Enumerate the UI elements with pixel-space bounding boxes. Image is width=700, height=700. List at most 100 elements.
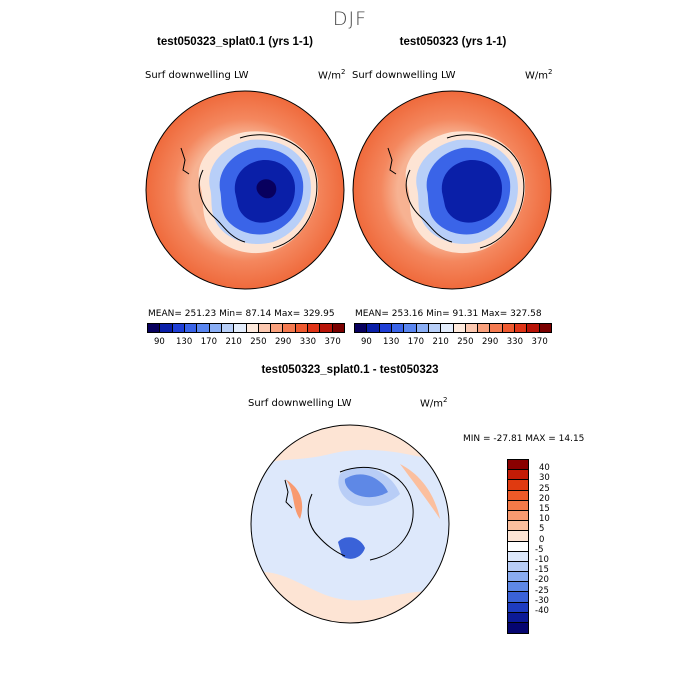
colorbar-tick-label: 290: [482, 337, 499, 347]
colorbar-swatch: [508, 602, 528, 613]
colorbar-tick-label: -20: [535, 575, 549, 586]
colorbar-swatch: [148, 324, 161, 332]
panel-1-units: W/m2: [318, 68, 346, 82]
colorbar-tick-label: -25: [535, 585, 549, 596]
diff-colorbar: [507, 459, 529, 635]
panel-2-map: [352, 90, 552, 290]
colorbar-tick-label: 170: [407, 337, 424, 347]
colorbar-tick-label: -30: [535, 595, 549, 606]
colorbar-swatch: [508, 623, 528, 634]
colorbar-tick-label: -5: [535, 544, 544, 555]
colorbar-swatch: [320, 324, 333, 332]
panel-2-colorbar-ticks: 90 130 170 210 250 290 330 370: [354, 337, 552, 349]
colorbar-swatch: [221, 324, 235, 332]
colorbar-tick-label: -10: [535, 555, 549, 565]
season-title: DJF: [332, 8, 368, 30]
colorbar-swatch: [172, 324, 185, 332]
colorbar-swatch: [508, 561, 528, 573]
colorbar-swatch: [508, 572, 528, 583]
colorbar-tick-label: 10: [539, 514, 550, 525]
colorbar-swatch: [508, 531, 528, 542]
colorbar-swatch: [308, 324, 321, 332]
colorbar-tick-label: 130: [383, 337, 400, 347]
colorbar-tick-label: -40: [535, 606, 549, 616]
panel-1-colorbar-ticks: 90 130 170 210 250 290 330 370: [147, 337, 345, 349]
colorbar-swatch: [355, 324, 368, 332]
colorbar-swatch: [441, 324, 454, 332]
colorbar-tick-label: 25: [539, 483, 550, 494]
diff-colorbar-ticks: 40 30 25 20 15 10 5 0 -5 -10 -15 -20 -25 -30 -40: [535, 459, 575, 625]
colorbar-swatch: [508, 521, 528, 532]
colorbar-tick-label: 250: [457, 337, 474, 347]
colorbar-swatch: [527, 324, 540, 332]
colorbar-swatch: [508, 592, 528, 603]
colorbar-swatch: [404, 324, 417, 332]
colorbar-tick-label: 370: [324, 337, 341, 347]
colorbar-tick-label: 30: [539, 473, 550, 484]
colorbar-swatch: [184, 324, 198, 332]
colorbar-tick-label: 330: [299, 337, 316, 347]
diff-panel-map: [250, 424, 450, 624]
colorbar-tick-label: 170: [200, 337, 217, 347]
panel-2-title: test050323 (yrs 1-1): [399, 36, 507, 48]
diff-panel-title: test050323_splat0.1 - test050323: [261, 364, 439, 376]
colorbar-swatch: [367, 324, 380, 332]
colorbar-swatch: [234, 324, 247, 332]
colorbar-tick-label: -15: [535, 565, 549, 576]
colorbar-tick-label: 250: [250, 337, 267, 347]
colorbar-tick-label: 290: [275, 337, 292, 347]
panel-1-stats: MEAN= 251.23 Min= 87.14 Max= 329.95: [148, 309, 335, 319]
colorbar-swatch: [295, 324, 309, 332]
colorbar-swatch: [478, 324, 491, 332]
panel-1-variable: Surf downwelling LW: [145, 70, 249, 81]
diff-panel-variable: Surf downwelling LW: [248, 398, 352, 409]
colorbar-swatch: [416, 324, 429, 332]
colorbar-tick-label: 15: [539, 504, 550, 514]
colorbar-swatch: [258, 324, 272, 332]
colorbar-tick-label: 210: [225, 337, 242, 347]
colorbar-tick-label: 130: [176, 337, 193, 347]
colorbar-swatch: [246, 324, 259, 332]
diff-panel-minmax: MIN = -27.81 MAX = 14.15: [463, 434, 585, 444]
panel-2-colorbar: [354, 323, 552, 333]
colorbar-swatch: [283, 324, 296, 332]
colorbar-tick-label: 0: [539, 534, 545, 545]
colorbar-swatch: [508, 582, 528, 593]
colorbar-swatch: [502, 324, 516, 332]
colorbar-tick-label: 90: [360, 337, 372, 347]
colorbar-swatch: [197, 324, 210, 332]
colorbar-swatch: [379, 324, 392, 332]
colorbar-swatch: [490, 324, 503, 332]
colorbar-tick-label: 370: [531, 337, 548, 347]
colorbar-swatch: [453, 324, 466, 332]
colorbar-tick-label: 210: [432, 337, 449, 347]
colorbar-swatch: [508, 551, 528, 562]
colorbar-swatch: [508, 460, 528, 471]
panel-2-units: W/m2: [525, 68, 553, 82]
colorbar-swatch: [209, 324, 222, 332]
colorbar-swatch: [508, 541, 528, 552]
colorbar-tick-label: 90: [153, 337, 165, 347]
colorbar-swatch: [465, 324, 479, 332]
panel-2-variable: Surf downwelling LW: [352, 70, 456, 81]
colorbar-swatch: [508, 500, 528, 511]
colorbar-swatch: [508, 612, 528, 623]
colorbar-tick-label: 5: [539, 524, 545, 535]
colorbar-swatch: [271, 324, 284, 332]
colorbar-swatch: [508, 490, 528, 501]
colorbar-swatch: [332, 324, 344, 332]
panel-1-colorbar: [147, 323, 345, 333]
panel-1-title: test050323_splat0.1 (yrs 1-1): [157, 36, 313, 48]
colorbar-swatch: [508, 480, 528, 491]
colorbar-tick-label: 40: [539, 463, 550, 474]
colorbar-tick-label: 330: [506, 337, 523, 347]
colorbar-tick-label: 20: [539, 493, 550, 504]
panel-1-map: [145, 90, 345, 290]
colorbar-swatch: [428, 324, 442, 332]
colorbar-swatch: [160, 324, 173, 332]
colorbar-swatch: [508, 510, 528, 522]
colorbar-swatch: [391, 324, 405, 332]
colorbar-swatch: [508, 470, 528, 481]
colorbar-swatch: [515, 324, 528, 332]
diff-panel-units: W/m2: [420, 396, 448, 410]
